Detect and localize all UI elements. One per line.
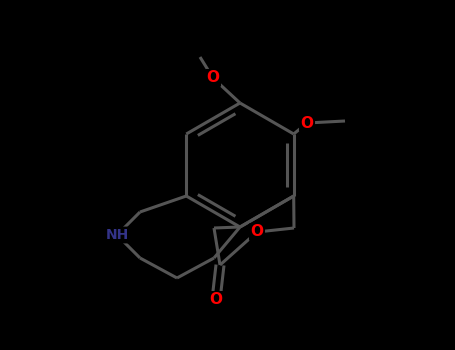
Text: O: O	[209, 293, 222, 308]
Text: O: O	[300, 116, 313, 131]
Text: O: O	[251, 224, 263, 239]
Text: NH: NH	[106, 228, 129, 242]
Text: O: O	[207, 70, 219, 85]
